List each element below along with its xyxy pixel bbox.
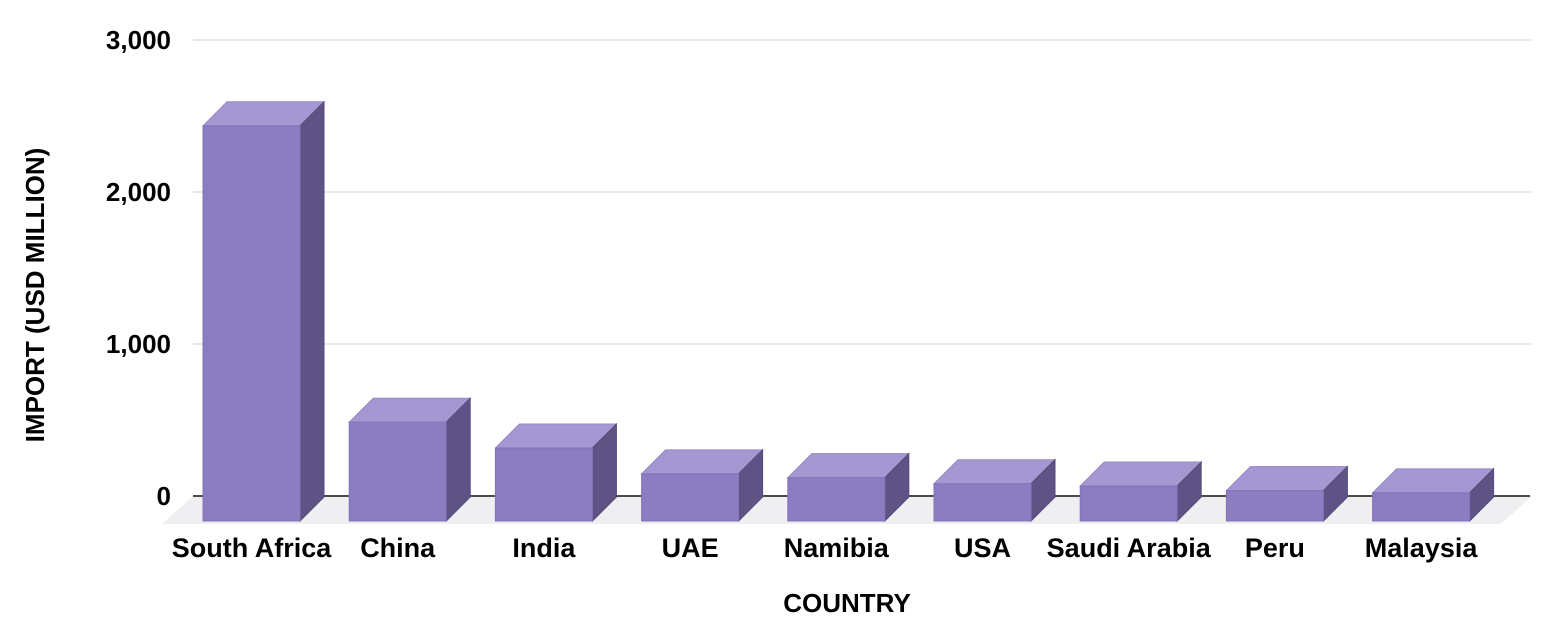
x-category-label-uae: UAE bbox=[662, 533, 719, 563]
bar-front-face bbox=[494, 447, 593, 522]
bar-namibia bbox=[786, 452, 911, 523]
y-tick-label-3000: 3,000 bbox=[106, 25, 171, 55]
y-tick-label-0: 0 bbox=[157, 481, 171, 511]
bar-china bbox=[347, 396, 472, 523]
bar-front-face bbox=[1372, 492, 1471, 522]
bar-front-face bbox=[348, 421, 447, 522]
y-tick-label-1000: 1,000 bbox=[106, 329, 171, 359]
bar-side-face bbox=[299, 100, 325, 523]
y-axis-tick-labels: 3,000 2,000 1,000 0 bbox=[106, 25, 171, 511]
x-category-label-india: India bbox=[512, 533, 576, 563]
bar-uae bbox=[640, 448, 764, 523]
x-category-label-china: China bbox=[360, 533, 436, 563]
bar-front-face bbox=[933, 483, 1032, 522]
x-axis-title: COUNTRY bbox=[783, 588, 911, 618]
bar-front-face bbox=[1225, 490, 1324, 522]
bar-front-face bbox=[787, 477, 886, 522]
x-axis-category-labels: South Africa China India UAE Namibia USA Saudi… bbox=[172, 533, 1479, 563]
bar-saudi-arabia bbox=[1078, 460, 1203, 523]
gridlines bbox=[193, 39, 1532, 345]
bar-malaysia bbox=[1371, 467, 1495, 523]
x-category-label-namibia: Namibia bbox=[784, 533, 890, 563]
bar-south-africa bbox=[201, 100, 326, 523]
x-category-label-usa: USA bbox=[954, 533, 1011, 563]
x-category-label-malaysia: Malaysia bbox=[1365, 533, 1479, 563]
bar-india bbox=[494, 422, 618, 523]
bar-front-face bbox=[202, 125, 301, 522]
bar-front-face bbox=[641, 473, 740, 522]
bar-usa bbox=[932, 458, 1057, 523]
x-category-label-saudi-arabia: Saudi Arabia bbox=[1047, 533, 1212, 563]
bar-front-face bbox=[1079, 485, 1178, 522]
bar-peru bbox=[1225, 465, 1349, 523]
y-tick-label-2000: 2,000 bbox=[106, 177, 171, 207]
y-axis-title: IMPORT (USD MILLION) bbox=[20, 148, 50, 443]
bars bbox=[201, 100, 1495, 523]
x-category-label-south-africa: South Africa bbox=[172, 533, 332, 563]
x-category-label-peru: Peru bbox=[1245, 533, 1305, 563]
